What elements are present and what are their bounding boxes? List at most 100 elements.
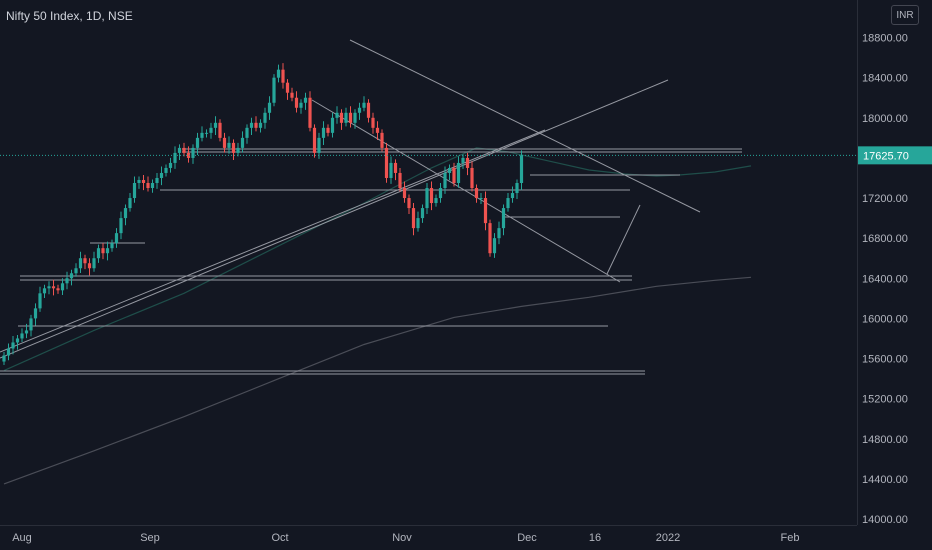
- candle-body: [69, 273, 74, 279]
- trendline: [0, 79, 669, 359]
- candle-body: [222, 137, 227, 148]
- candle-body: [353, 112, 357, 123]
- candle-body: [42, 288, 47, 294]
- candle-body: [249, 122, 254, 128]
- last-price-tag: [858, 146, 932, 165]
- chart-title: Nifty 50 Index, 1D, NSE: [6, 9, 133, 23]
- candle-body: [20, 333, 24, 339]
- candle-body: [78, 258, 83, 269]
- candle-body: [366, 102, 371, 118]
- x-tick-label: Sep: [140, 532, 160, 544]
- candle-body: [276, 69, 281, 78]
- candle-body: [56, 288, 60, 291]
- candle-body: [519, 155, 524, 183]
- candle-body: [281, 69, 285, 83]
- candle-body: [182, 147, 186, 153]
- x-tick-label: Aug: [12, 532, 32, 544]
- candle-body: [11, 342, 15, 349]
- candle-body: [398, 172, 402, 189]
- candle-body: [420, 208, 425, 219]
- candle-body: [173, 152, 177, 163]
- candle-body: [24, 330, 29, 334]
- candle-body: [254, 122, 258, 128]
- y-tick-label: 15200.00: [862, 394, 908, 406]
- candle-body: [456, 162, 461, 183]
- candle-body: [308, 97, 312, 128]
- y-tick-label: 18800.00: [862, 33, 908, 45]
- y-tick-label: 15600.00: [862, 354, 908, 366]
- candle-body: [488, 223, 492, 254]
- candle-body: [101, 248, 105, 254]
- candle-body: [137, 179, 141, 183]
- candle-body: [452, 167, 456, 183]
- candle-body: [299, 102, 303, 108]
- y-tick-label: 16800.00: [862, 233, 908, 245]
- candle-body: [492, 238, 497, 254]
- candle-body: [326, 127, 330, 133]
- y-tick-label: 17200.00: [862, 193, 908, 205]
- candle-body: [164, 167, 168, 173]
- candle-body: [425, 188, 429, 209]
- candle-body: [191, 147, 195, 158]
- candle-body: [483, 198, 488, 224]
- plot-area: [0, 0, 857, 525]
- candle-body: [402, 188, 407, 199]
- x-tick-label: Oct: [271, 532, 288, 544]
- candle-body: [105, 248, 110, 254]
- candle-body: [177, 147, 182, 153]
- candle-body: [317, 137, 321, 153]
- trendline: [606, 204, 641, 275]
- candle-body: [245, 127, 249, 138]
- candle-body: [470, 167, 474, 189]
- moving-average-line: [3, 276, 752, 485]
- candle-body: [87, 263, 92, 269]
- candle-body: [393, 162, 398, 173]
- candle-body: [501, 208, 506, 229]
- candle-body: [65, 278, 69, 284]
- candle-body: [168, 162, 173, 168]
- candle-body: [290, 92, 294, 98]
- candle-body: [209, 127, 213, 133]
- candle-body: [506, 198, 510, 209]
- candle-body: [123, 208, 128, 219]
- candle-body: [447, 167, 452, 173]
- x-tick-label: Dec: [517, 532, 537, 544]
- candle-body: [461, 157, 465, 163]
- candle-body: [92, 258, 96, 269]
- candle-body: [150, 182, 155, 189]
- candle-body: [38, 293, 42, 309]
- candle-body: [330, 117, 335, 133]
- candle-body: [474, 188, 479, 199]
- candle-body: [2, 355, 6, 362]
- candle-body: [114, 233, 119, 244]
- candle-body: [434, 198, 438, 204]
- x-tick-label: Feb: [781, 532, 800, 544]
- candle-body: [312, 127, 317, 153]
- candle-body: [371, 117, 375, 128]
- candle-body: [294, 97, 299, 108]
- candle-body: [213, 122, 218, 128]
- candle-body: [186, 152, 191, 158]
- candle-body: [335, 112, 339, 118]
- candle-body: [128, 198, 132, 209]
- currency-badge[interactable]: INR: [891, 5, 919, 25]
- candle-body: [146, 182, 150, 189]
- candle-body: [384, 147, 389, 178]
- candle-body: [344, 112, 348, 123]
- x-tick-label: Nov: [392, 532, 412, 544]
- candle-body: [285, 82, 290, 93]
- y-tick-label: 16000.00: [862, 313, 908, 325]
- y-tick-label: 18400.00: [862, 73, 908, 85]
- candle-body: [429, 188, 434, 204]
- candle-body: [155, 177, 159, 183]
- trendline: [349, 39, 701, 213]
- candle-body: [110, 243, 114, 249]
- candle-body: [515, 182, 519, 194]
- candle-body: [303, 97, 308, 103]
- candle-body: [236, 147, 240, 153]
- y-tick-label: 18000.00: [862, 113, 908, 125]
- candle-body: [375, 127, 380, 133]
- candle-body: [272, 77, 276, 103]
- candle-body: [141, 179, 146, 183]
